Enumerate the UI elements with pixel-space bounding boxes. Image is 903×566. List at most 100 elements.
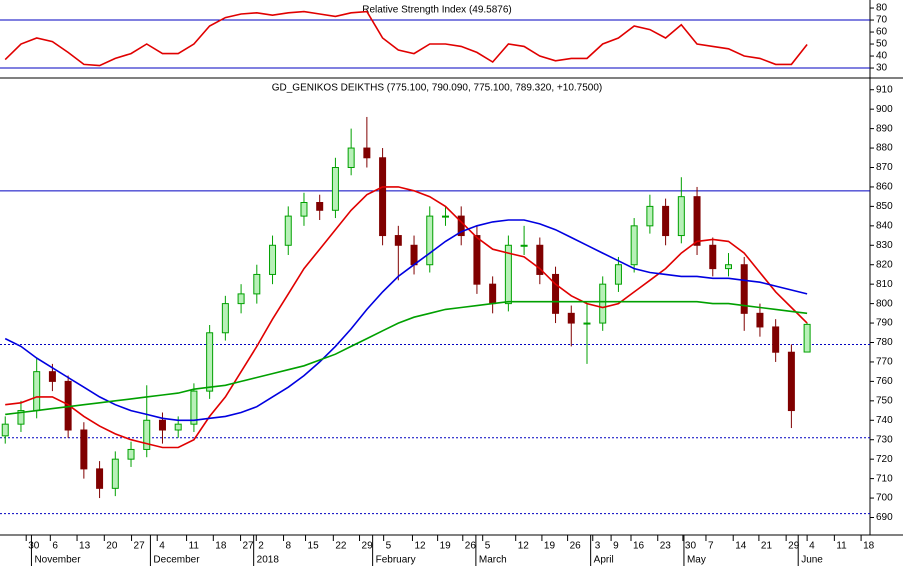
x-tick-label: 18 — [215, 541, 227, 552]
candle-body — [111, 458, 119, 489]
x-tick-label: 4 — [159, 541, 165, 552]
x-tick-label: 2 — [258, 541, 264, 552]
candle-body — [599, 283, 607, 324]
x-tick-label: 5 — [386, 541, 392, 552]
candle-body — [646, 205, 654, 227]
candle-body — [614, 264, 622, 285]
y-tick-label: 900 — [876, 104, 893, 115]
y-tick-label: 800 — [876, 298, 893, 309]
y-tick-label: 780 — [876, 337, 893, 348]
chart-title: GD_GENIKOS DEIKTHS (775.100, 790.090, 77… — [272, 83, 603, 94]
x-tick-label: 8 — [286, 541, 292, 552]
candle-body — [583, 322, 591, 325]
candle-body — [158, 419, 166, 431]
x-tick-label: 18 — [863, 541, 875, 552]
x-tick-label: 6 — [52, 541, 58, 552]
x-tick-label: 27 — [134, 541, 146, 552]
moving-average — [5, 300, 808, 416]
moving-average — [5, 186, 808, 449]
x-tick-label: 19 — [440, 541, 452, 552]
candle-body — [693, 196, 701, 246]
y-tick-label: 810 — [876, 279, 893, 290]
candle-body — [221, 303, 229, 334]
candle-body — [473, 235, 481, 285]
month-label: March — [479, 555, 507, 566]
candle-body — [300, 202, 308, 217]
candle-body — [394, 235, 402, 246]
candle-body — [237, 293, 245, 305]
y-tick-label: 720 — [876, 454, 893, 465]
x-tick-label: 13 — [79, 541, 91, 552]
y-tick-label: 740 — [876, 415, 893, 426]
candle-body — [709, 244, 717, 270]
x-tick-label: 11 — [836, 541, 847, 552]
y-tick-label: 860 — [876, 182, 893, 193]
x-tick-label: 27 — [243, 541, 255, 552]
y-tick-label: 710 — [876, 473, 893, 484]
rsi-tick-label: 30 — [876, 63, 888, 74]
y-tick-label: 880 — [876, 143, 893, 154]
candle-body — [190, 390, 198, 425]
x-tick-label: 30 — [28, 541, 40, 552]
x-tick-label: 14 — [735, 541, 747, 552]
candle-body — [316, 202, 324, 211]
candle-body — [662, 205, 670, 237]
x-tick-label: 29 — [788, 541, 800, 552]
candle-body — [630, 225, 638, 266]
candle-body — [489, 283, 497, 305]
y-tick-label: 790 — [876, 318, 893, 329]
candle-body — [724, 264, 732, 270]
candle-body — [331, 167, 339, 211]
x-tick-label: 26 — [465, 541, 477, 552]
candle-body — [756, 312, 764, 328]
y-tick-label: 770 — [876, 357, 893, 368]
y-tick-label: 910 — [876, 84, 893, 95]
y-tick-label: 850 — [876, 201, 893, 212]
rsi-tick-label: 70 — [876, 15, 888, 26]
x-tick-label: 9 — [613, 541, 619, 552]
x-tick-label: 12 — [518, 541, 530, 552]
month-label: December — [153, 555, 200, 566]
moving-average — [4, 219, 808, 422]
month-label: May — [687, 555, 706, 566]
x-tick-label: 22 — [335, 541, 347, 552]
x-tick-label: 20 — [106, 541, 118, 552]
candle-body — [772, 326, 780, 353]
candle-body — [347, 147, 355, 169]
rsi-line — [4, 10, 808, 67]
candle-body — [363, 147, 371, 159]
month-label: November — [34, 555, 81, 566]
x-tick-label: 23 — [660, 541, 672, 552]
y-tick-label: 700 — [876, 493, 893, 504]
candle-body — [677, 196, 685, 237]
candle-body — [33, 371, 41, 412]
x-tick-label: 4 — [809, 541, 815, 552]
candle-body — [504, 244, 512, 305]
candle-body — [80, 429, 88, 470]
x-tick-label: 15 — [308, 541, 320, 552]
y-tick-label: 750 — [876, 395, 893, 406]
month-label: 2018 — [257, 555, 280, 566]
x-tick-label: 16 — [633, 541, 645, 552]
candle-body — [552, 273, 560, 314]
y-tick-label: 870 — [876, 162, 893, 173]
candle-body — [426, 215, 434, 266]
candle-body — [206, 332, 214, 392]
y-tick-label: 730 — [876, 434, 893, 445]
x-tick-label: 11 — [189, 541, 200, 552]
x-tick-label: 19 — [544, 541, 556, 552]
candle-body — [143, 419, 151, 450]
y-tick-label: 830 — [876, 240, 893, 251]
y-tick-label: 820 — [876, 259, 893, 270]
candle-body — [536, 244, 544, 275]
y-tick-label: 840 — [876, 220, 893, 231]
candle-body — [96, 468, 104, 489]
y-tick-label: 760 — [876, 376, 893, 387]
candle-body — [567, 312, 575, 324]
rsi-tick-label: 50 — [876, 39, 888, 50]
candle-body — [1, 423, 9, 437]
y-tick-label: 690 — [876, 512, 893, 523]
x-tick-label: 7 — [708, 541, 714, 552]
